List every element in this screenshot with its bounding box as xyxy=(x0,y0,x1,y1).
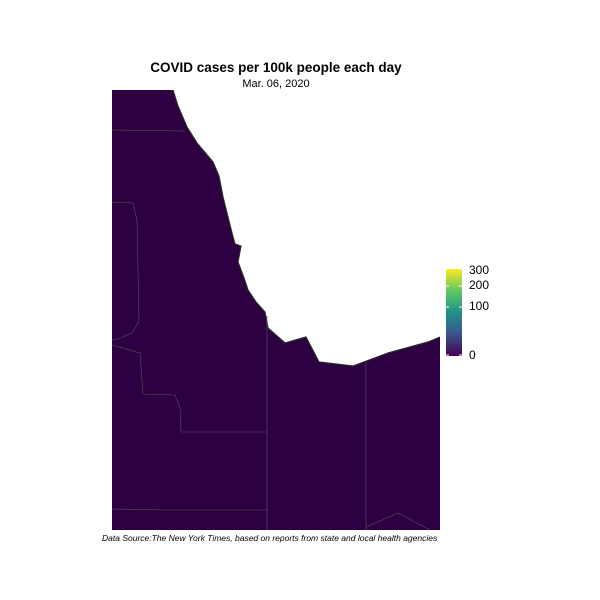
legend-label-0: 0 xyxy=(469,348,476,362)
legend-label-300: 300 xyxy=(469,263,490,277)
legend-colorbar xyxy=(446,269,462,356)
legend: 300 200 100 0 xyxy=(444,263,524,365)
legend-label-200: 200 xyxy=(469,278,490,292)
county-borders xyxy=(111,129,431,531)
shoreline xyxy=(172,89,441,367)
chart-title: COVID cases per 100k people each day xyxy=(150,60,402,75)
county-region xyxy=(112,90,440,530)
legend-label-100: 100 xyxy=(469,299,490,313)
chart-date: Mar. 06, 2020 xyxy=(242,78,310,90)
data-source-caption: Data Source:The New York Times, based on… xyxy=(102,533,438,543)
